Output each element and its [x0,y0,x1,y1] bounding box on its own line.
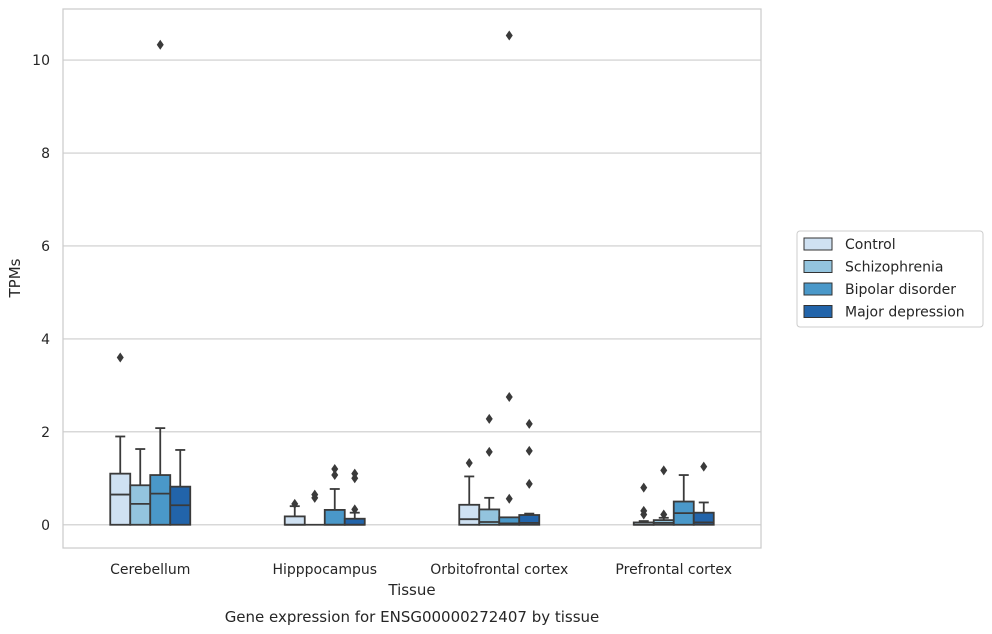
outlier-point [485,413,493,424]
box-group [149,39,172,526]
legend-label: Bipolar disorder [845,282,956,298]
legend-item: Control [803,237,896,253]
box [343,517,366,526]
box-group [458,457,481,526]
box-group [478,413,501,526]
plot-frame [62,8,762,549]
legend-label: Major depression [845,305,965,321]
outlier-point [156,39,164,50]
box [518,514,541,526]
legend-item: Schizophrenia [803,260,943,276]
y-tick-labels: 0 2 4 6 8 10 [32,53,50,534]
box-group [498,30,521,526]
grid-lines [63,59,761,526]
outlier-point [291,498,299,509]
outlier-point [525,478,533,489]
legend: Control Schizophrenia Bipolar disorder Majo… [796,230,984,328]
box [149,474,172,526]
box [129,484,152,526]
box [458,503,481,526]
y-tick-label: 6 [41,239,50,255]
outlier-point [116,352,124,363]
y-tick-label: 10 [32,53,50,69]
outlier-point [311,489,319,500]
x-tick-label: Prefrontal cortex [615,562,732,578]
outlier-point [465,457,473,468]
box-group [283,498,306,526]
legend-item: Major depression [803,305,965,321]
outlier-point [331,464,339,475]
legend-frame [796,230,984,328]
legend-label: Control [845,237,896,253]
box-group [304,489,325,526]
y-tick-label: 4 [41,332,50,348]
chart-caption: Gene expression for ENSG00000272407 by t… [225,608,600,626]
legend-item: Bipolar disorder [803,282,956,298]
outlier-point [640,505,648,516]
box [323,508,346,526]
x-tick-label: Cerebellum [110,562,190,578]
outlier-point [525,445,533,456]
legend-swatch [803,260,833,273]
boxes [109,30,715,526]
box-group [692,461,715,526]
box-group [518,418,541,526]
x-tick-label: Hipppocampus [272,562,377,578]
y-tick-label: 8 [41,146,50,162]
x-tick-labels: Cerebellum Hipppocampus Orbitofrontal cort… [110,562,732,578]
box-group [169,449,192,526]
outlier-point [351,468,359,479]
box [109,472,132,526]
outlier-point [660,509,668,520]
box [283,515,306,526]
y-tick-label: 2 [41,425,50,441]
legend-label: Schizophrenia [845,260,943,276]
legend-swatch [803,282,833,296]
outlier-point [331,470,339,481]
y-tick-label: 0 [41,518,50,534]
box-group [109,352,132,526]
x-axis-label: Tissue [387,581,435,599]
box-group [323,464,346,526]
outlier-point [525,418,533,429]
box-group [343,468,366,526]
outlier-point [505,391,513,402]
outlier-point [351,504,359,515]
x-tick-label: Orbitofrontal cortex [430,562,568,578]
box-group [672,474,695,526]
outlier-point [660,465,668,476]
legend-swatch [803,305,833,318]
y-axis-label: TPMs [6,258,24,298]
box-group [632,482,655,526]
outlier-point [485,446,493,457]
outlier-point [505,493,513,504]
box-group [652,465,675,526]
outlier-point [505,30,513,41]
legend-swatch [803,237,833,251]
outlier-point [640,482,648,493]
outlier-point [700,461,708,472]
box-group [129,448,152,526]
